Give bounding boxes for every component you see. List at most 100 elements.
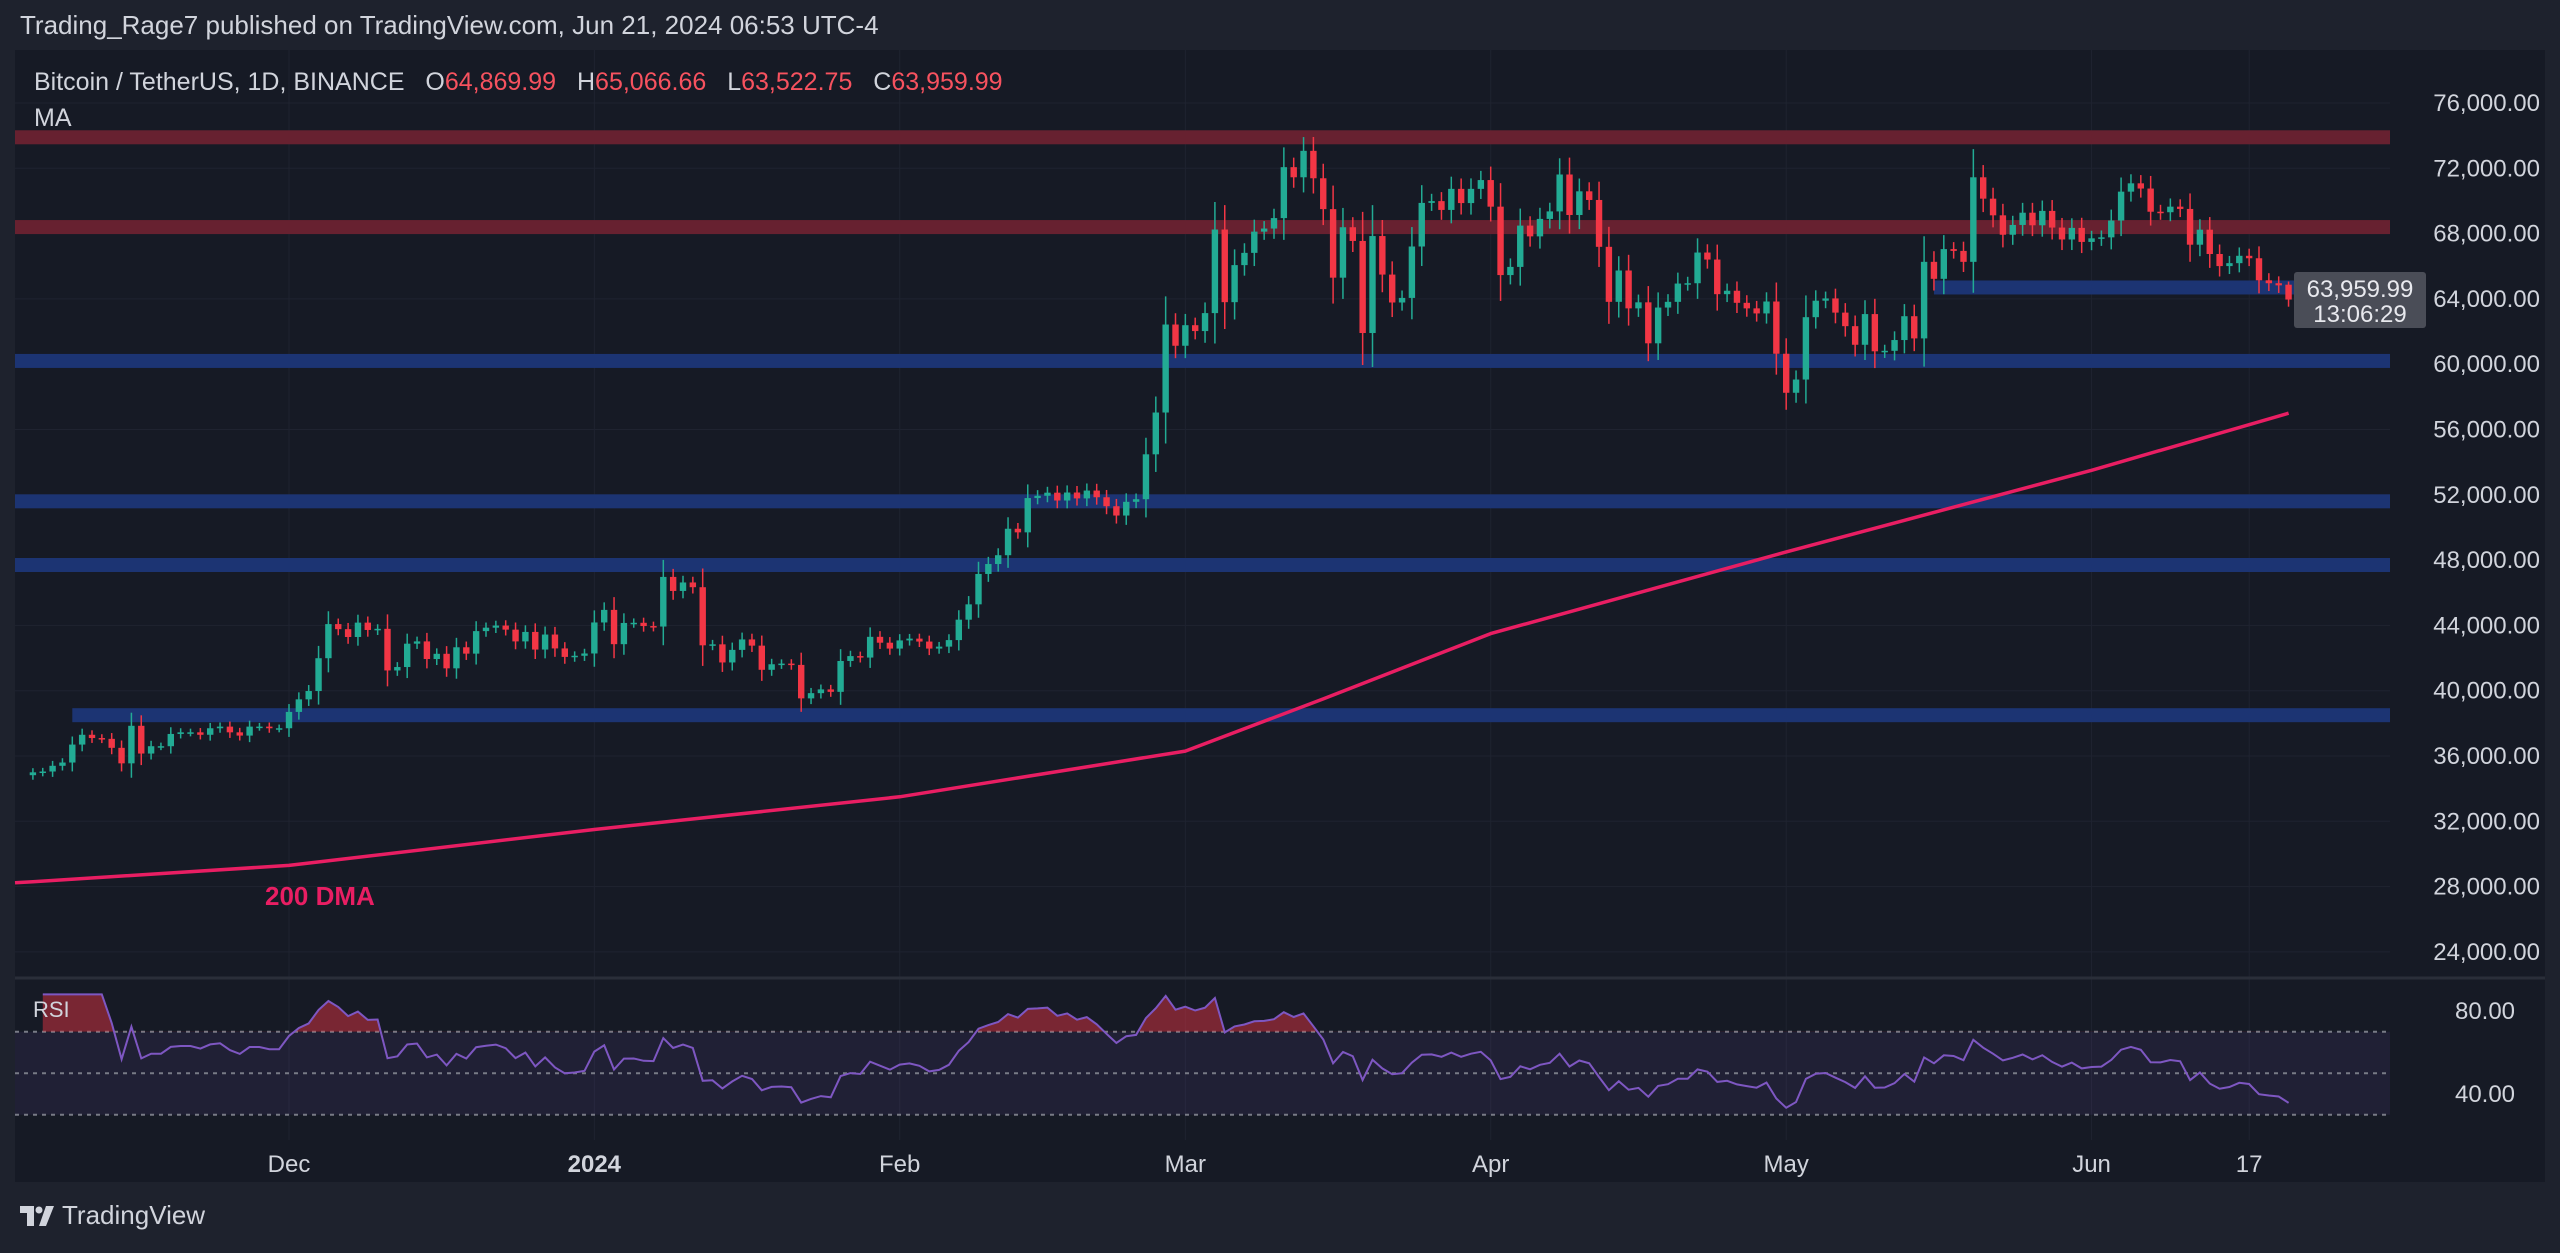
candle-body	[876, 636, 884, 643]
candle-body	[1546, 211, 1553, 219]
candle	[837, 649, 844, 705]
candle-body	[935, 646, 943, 649]
candle-body	[1980, 177, 1987, 199]
candle	[945, 634, 953, 654]
candle-body	[2245, 255, 2253, 259]
candle-body	[147, 746, 155, 754]
candle-body	[1477, 180, 1485, 189]
candle	[1260, 221, 1268, 240]
candle-body	[275, 728, 283, 730]
candle	[601, 602, 608, 631]
symbol-label[interactable]: Bitcoin / TetherUS, 1D, BINANCE	[34, 68, 405, 96]
candle-body	[1172, 324, 1179, 346]
ma200-annotation: 200 DMA	[265, 881, 375, 911]
candle-body	[197, 732, 204, 735]
candle-body	[1645, 302, 1652, 344]
candle-body	[266, 726, 273, 729]
candle-body	[1103, 497, 1110, 507]
candle	[1753, 300, 1760, 322]
candle	[1113, 498, 1120, 524]
candle-body	[689, 582, 697, 588]
candle-body	[1930, 261, 1938, 279]
candle	[216, 722, 224, 733]
candle-body	[699, 587, 706, 646]
candle-body	[1004, 528, 1012, 556]
tradingview-logo[interactable]: TradingView	[20, 1200, 205, 1231]
candle	[2127, 174, 2135, 202]
candle	[128, 712, 135, 778]
candle-body	[798, 664, 805, 699]
candle-body	[2127, 183, 2135, 192]
candle-body	[2177, 206, 2184, 209]
candle	[1566, 157, 1573, 234]
candle-body	[2186, 208, 2194, 245]
candle	[1526, 216, 1534, 247]
candle-body	[522, 631, 529, 642]
candle-body	[965, 604, 972, 620]
candle-body	[167, 733, 174, 747]
candle	[1694, 238, 1701, 299]
candle	[1142, 437, 1150, 518]
candle	[1822, 291, 1829, 309]
candle	[1832, 288, 1839, 324]
candle	[916, 633, 923, 648]
candle	[1004, 517, 1012, 568]
candle	[256, 722, 263, 731]
candle-body	[837, 660, 844, 692]
candle	[1290, 157, 1297, 188]
candle-body	[1418, 202, 1425, 247]
candle-body	[1467, 188, 1475, 204]
indicator-ma-label[interactable]: MA	[34, 104, 72, 132]
candle	[1044, 486, 1051, 503]
candle-body	[748, 639, 756, 646]
candle-body	[1536, 218, 1544, 237]
candle-body	[1901, 316, 1908, 341]
candle-body	[1044, 492, 1051, 496]
candle	[2226, 255, 2233, 275]
y-tick-label: 36,000.00	[2433, 743, 2540, 770]
candle	[1123, 493, 1130, 525]
y-tick-label: 32,000.00	[2433, 808, 2540, 835]
candle	[669, 568, 677, 600]
candle-body	[2216, 254, 2223, 267]
candle	[463, 641, 470, 660]
y-tick-label: 24,000.00	[2433, 939, 2540, 966]
candle	[1674, 272, 1682, 314]
time-axis[interactable]: Dec 2024 Feb Mar Apr May Jun 17	[268, 1151, 2263, 1178]
candle-body	[788, 663, 795, 666]
candle-body	[571, 655, 578, 658]
candle	[1024, 484, 1031, 548]
candle	[1182, 313, 1189, 359]
candle	[896, 634, 903, 656]
candle-body	[1783, 353, 1790, 393]
price-axis[interactable]: 76,000.00 72,000.00 68,000.00 64,000.00 60,0…	[2433, 90, 2540, 966]
candle-body	[256, 726, 263, 729]
candle-body	[1832, 298, 1839, 313]
candle-body	[1162, 324, 1169, 413]
candle	[98, 734, 106, 744]
candle-body	[1792, 379, 1800, 393]
candle-body	[364, 622, 371, 630]
candle	[1743, 295, 1750, 317]
candle-body	[78, 734, 86, 745]
candle	[1438, 192, 1445, 220]
candle	[404, 633, 411, 679]
candle	[1448, 176, 1455, 224]
candle-body	[1674, 283, 1682, 302]
candle	[660, 559, 667, 646]
candle	[1201, 302, 1209, 343]
candle-body	[108, 738, 115, 748]
candle-body	[679, 582, 687, 591]
candle	[1389, 261, 1396, 318]
candle-body	[1290, 167, 1297, 178]
candle-body	[1142, 454, 1150, 500]
candle	[1162, 296, 1169, 444]
candle	[2177, 199, 2184, 218]
candle	[423, 632, 431, 669]
candle-body	[472, 631, 480, 654]
candle	[1901, 304, 1908, 354]
candle-body	[2048, 210, 2056, 228]
candle	[1960, 241, 1967, 272]
candle	[197, 728, 204, 740]
